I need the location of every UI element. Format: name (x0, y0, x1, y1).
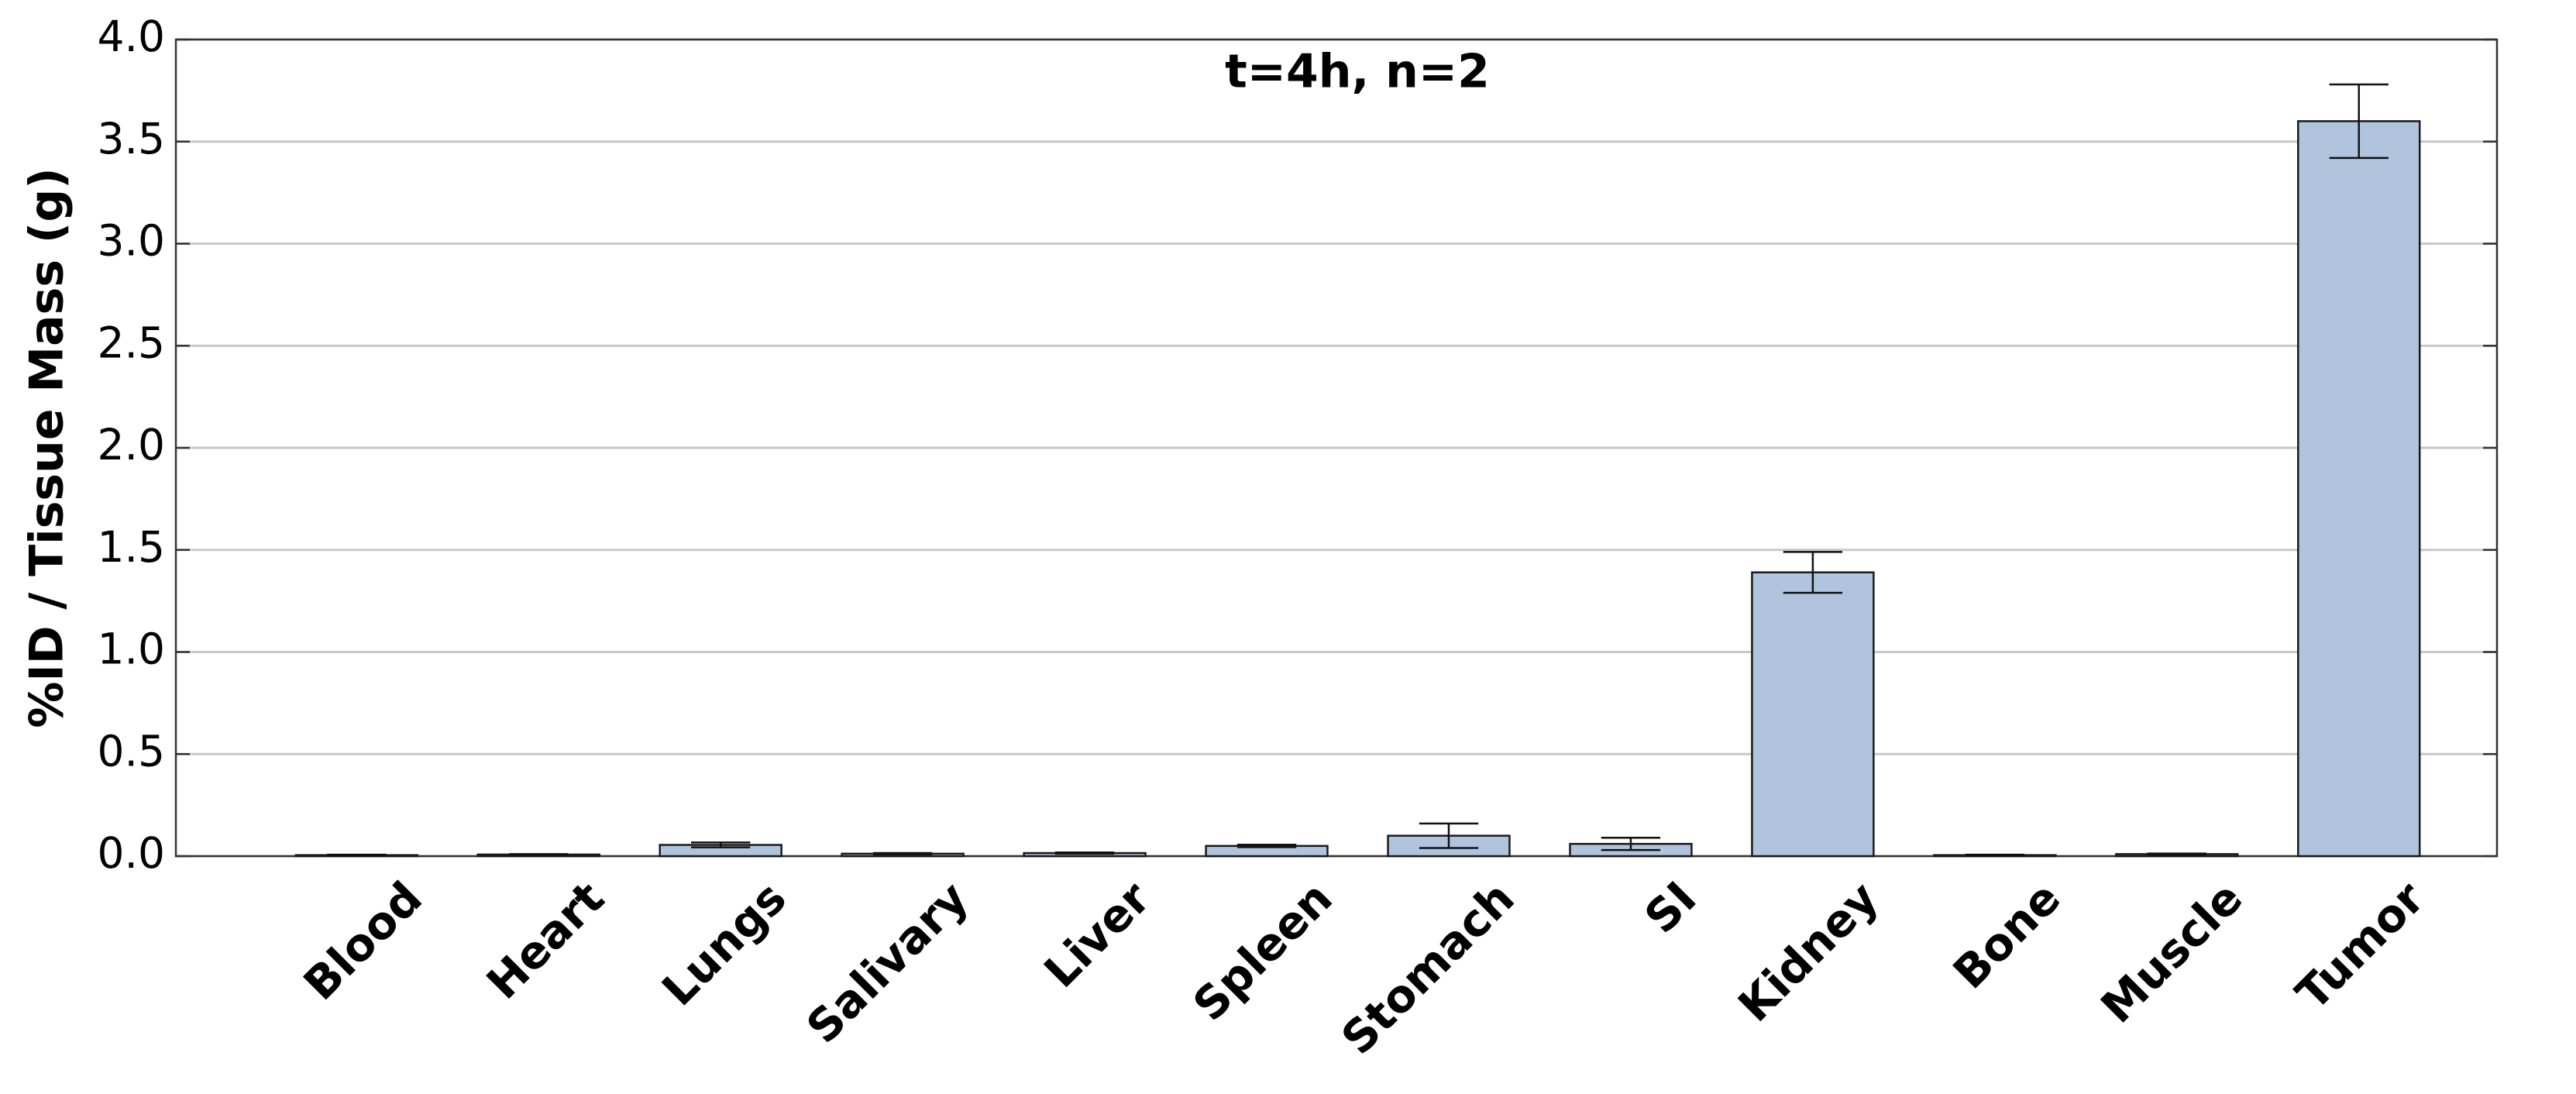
bar (2297, 120, 2421, 858)
error-bar (1783, 551, 1843, 594)
y-axis-label: %ID / Tissue Mass (g) (20, 167, 74, 728)
error-bar (872, 851, 933, 855)
y-tick-label: 2.0 (98, 420, 165, 470)
x-tick-label: SI (1635, 872, 1707, 944)
error-bar (1054, 851, 1115, 855)
y-tick-label: 0.0 (98, 828, 165, 878)
error-bar (691, 841, 751, 848)
error-bar (1236, 843, 1297, 848)
x-tick-label: Spleen (1183, 872, 1343, 1031)
error-bar (509, 853, 569, 856)
y-tick-label: 1.0 (98, 624, 165, 674)
x-tick-label: Stomach (1331, 872, 1524, 1065)
x-tick-label: Tumor (2286, 872, 2435, 1020)
x-tick-label: Heart (476, 872, 614, 1010)
x-tick-label: Liver (1034, 872, 1161, 998)
x-tick-label: Kidney (1728, 872, 1889, 1032)
error-bar (1601, 837, 1661, 851)
x-tick-label: Muscle (2091, 872, 2253, 1034)
x-tick-label: Lungs (652, 872, 796, 1016)
error-bar (2329, 83, 2389, 160)
x-tick-label: Bone (1943, 872, 2071, 999)
bar (1751, 571, 1875, 858)
y-tick-label: 3.0 (98, 216, 165, 266)
x-tick-label: Salivary (796, 872, 978, 1054)
y-tick-label: 2.5 (98, 318, 165, 367)
y-tick-label: 1.5 (98, 522, 165, 572)
error-bar (1419, 822, 1479, 849)
chart-title: t=4h, n=2 (1225, 45, 1490, 99)
plot-frame (174, 38, 2499, 858)
x-tick-label: Blood (294, 872, 432, 1010)
y-tick-label: 0.5 (98, 726, 165, 776)
y-tick-label: 3.5 (98, 114, 165, 163)
y-tick-label: 4.0 (98, 12, 165, 61)
error-bar (2147, 852, 2206, 856)
